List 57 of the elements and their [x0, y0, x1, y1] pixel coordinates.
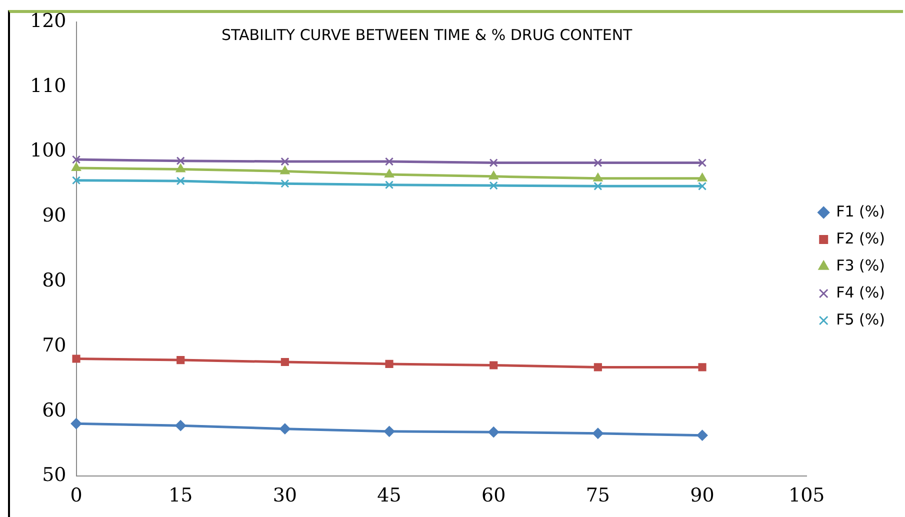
point: [594, 158, 602, 168]
point: [280, 166, 290, 174]
point: [72, 354, 80, 363]
point: [70, 418, 82, 430]
point: [176, 176, 185, 186]
point: [489, 158, 498, 168]
point: [698, 182, 707, 190]
point: [280, 179, 290, 188]
y-tick-label: 60: [42, 399, 66, 422]
y-tick-label: 90: [42, 204, 66, 227]
point: [175, 420, 186, 432]
point: [280, 157, 290, 166]
point: [384, 426, 395, 437]
point: [72, 176, 81, 185]
point: [384, 180, 394, 190]
point: [490, 361, 498, 370]
x-tick-label: 45: [377, 484, 402, 507]
point: [592, 428, 604, 439]
x-tick-label: 60: [482, 484, 506, 507]
point: [698, 158, 707, 168]
y-tick-label: 80: [42, 269, 66, 292]
point: [594, 363, 602, 372]
x-tick-label: 90: [690, 484, 714, 507]
point: [697, 172, 708, 182]
point: [488, 426, 500, 438]
point: [176, 356, 185, 364]
point: [279, 423, 290, 434]
point: [698, 363, 706, 372]
point: [696, 430, 708, 441]
x-tick-label: 75: [586, 484, 610, 507]
point: [280, 358, 289, 366]
x-tick-label: 0: [70, 484, 82, 507]
y-tick-label: 70: [42, 334, 66, 356]
point: [385, 360, 394, 368]
point: [71, 162, 82, 171]
chart-title: STABILITY CURVE BETWEEN TIME & % DRUG CONTENT: [221, 26, 634, 44]
point: [488, 170, 498, 180]
legend-label: F5 (%): [836, 310, 886, 328]
legend-label: F4 (%): [836, 283, 886, 302]
point: [384, 157, 394, 166]
point: [176, 156, 185, 166]
point: [594, 182, 602, 190]
x-tick-label: 15: [168, 484, 193, 507]
x-tick-label: 30: [272, 484, 298, 507]
point: [72, 155, 81, 164]
y-tick-label: 100: [30, 140, 66, 162]
y-tick-label: 110: [30, 74, 66, 97]
x-tick-label: 105: [788, 484, 825, 507]
point: [384, 168, 394, 178]
y-tick-label: 50: [42, 464, 66, 486]
legend-label: F2 (%): [836, 229, 886, 248]
point: [489, 181, 498, 190]
point: [593, 172, 603, 182]
point: [176, 164, 186, 172]
legend-label: F3 (%): [836, 256, 886, 274]
legend-label: F1 (%): [836, 202, 886, 220]
y-tick-label: 120: [30, 10, 66, 32]
